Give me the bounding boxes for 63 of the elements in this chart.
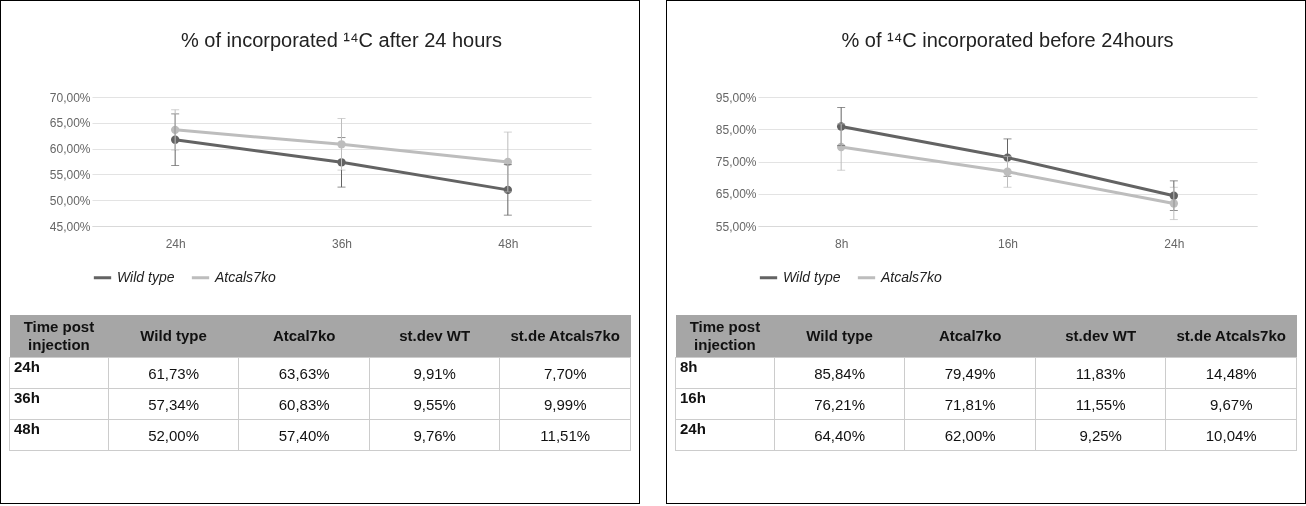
data-label: 79,49% [904,357,1036,389]
data-label: 9,25% [1035,419,1166,451]
data-label: 61,73% [108,357,239,389]
y-tick-label: 65,00% [49,116,91,131]
y-tick-label: 85,00% [715,122,757,137]
data-label: 64,40% [774,419,905,451]
category-label: 16h [675,388,775,420]
data-label: 11,51% [499,419,631,451]
data-label: 57,40% [238,419,370,451]
category-label: 24h [9,357,109,389]
text: Time post injection [675,315,775,358]
text: st.de Atcals7ko [1165,315,1297,358]
x-tick-label: 48h [498,236,519,251]
data-label: 11,55% [1035,388,1166,420]
x-tick-label: 24h [165,236,186,251]
category-label: 24h [675,419,775,451]
data-label: 85,84% [774,357,905,389]
data-label: 9,99% [499,388,631,420]
data-label: 11,83% [1035,357,1166,389]
x-tick-label: 36h [331,236,353,251]
category-label: 8h [675,357,775,389]
data-label: 76,21% [774,388,905,420]
chart-title: % of incorporated ¹⁴C after 24 hours [181,29,502,51]
text: Time post injection [9,315,109,358]
y-tick-label: 70,00% [49,90,91,105]
data-label: 9,76% [369,419,500,451]
legend-label: Atcals7ko [880,268,942,285]
x-tick-label: 24h [1164,236,1185,251]
data-label: 57,34% [108,388,239,420]
text: Atcal7ko [238,315,370,358]
data-label: 9,67% [1165,388,1297,420]
y-tick-label: 55,00% [715,219,757,234]
data-label: 10,04% [1165,419,1297,451]
legend-label: Wild type [783,268,841,285]
category-label: 36h [9,388,109,420]
text: st.dev WT [369,315,500,358]
data-label: 52,00% [108,419,239,451]
y-tick-label: 55,00% [49,167,91,182]
text: Wild type [108,315,239,358]
data-label: 60,83% [238,388,370,420]
data-label: 14,48% [1165,357,1297,389]
text: st.dev WT [1035,315,1166,358]
data-label: 71,81% [904,388,1036,420]
y-tick-label: 95,00% [715,90,757,105]
y-tick-label: 65,00% [715,187,757,202]
text: st.de Atcals7ko [499,315,631,358]
x-tick-label: 8h [834,236,849,251]
y-tick-label: 45,00% [49,219,91,234]
text: Atcal7ko [904,315,1036,358]
text: Wild type [774,315,905,358]
category-label: 48h [9,419,109,451]
x-tick-label: 16h [997,236,1019,251]
data-label: 9,91% [369,357,500,389]
y-tick-label: 75,00% [715,155,757,169]
y-tick-label: 50,00% [49,193,91,208]
legend-label: Wild type [117,268,175,285]
data-label: 63,63% [238,357,370,389]
data-label: 7,70% [499,357,631,389]
legend-label: Atcals7ko [214,268,276,285]
data-label: 9,55% [369,388,500,420]
data-label: 62,00% [904,419,1036,451]
chart-title: % of ¹⁴C incorporated before 24hours [841,29,1174,51]
y-tick-label: 60,00% [49,142,91,157]
